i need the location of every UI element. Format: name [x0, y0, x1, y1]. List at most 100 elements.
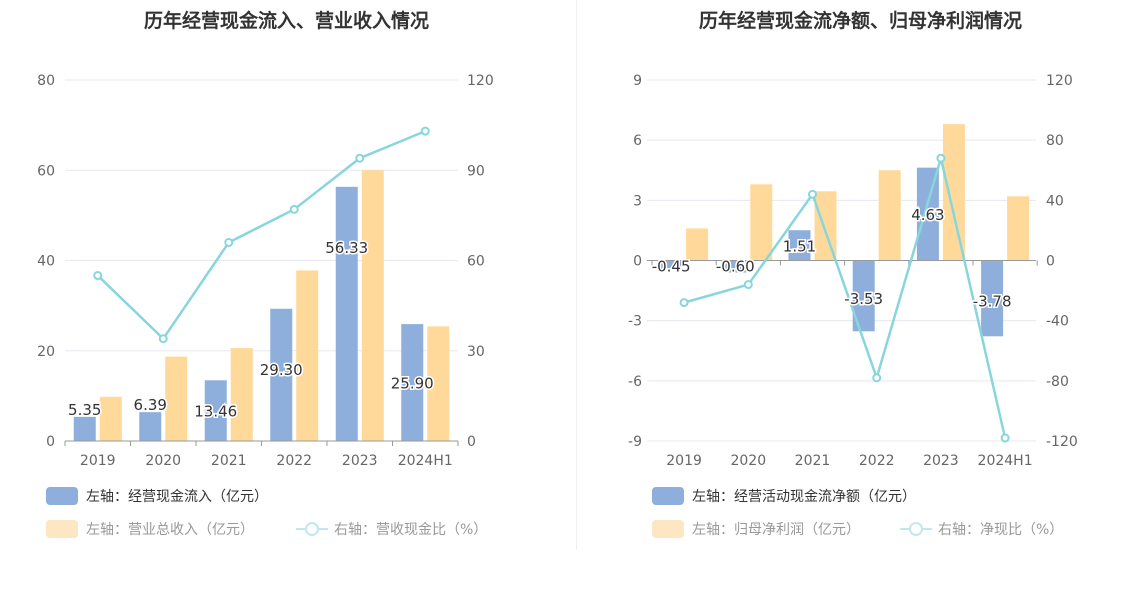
- bar-secondary: [878, 170, 901, 261]
- bar-primary: [139, 412, 162, 441]
- line-point: [808, 189, 817, 199]
- y-left-tick-label: -6: [628, 374, 642, 390]
- bar-primary: [660, 260, 683, 270]
- bar-secondary: [942, 124, 965, 261]
- line-point: [93, 271, 103, 281]
- legend-item-net-profit[interactable]: 左轴：归母净利润（亿元）: [652, 519, 860, 539]
- bar-secondary: [165, 356, 188, 441]
- bar-data-label: 1.51: [783, 237, 816, 255]
- bar-secondary: [686, 228, 709, 261]
- y-left-tick-label: 0: [633, 254, 642, 270]
- bar-secondary: [427, 326, 450, 441]
- x-tick-label: 2021: [211, 453, 247, 469]
- line-point: [679, 298, 689, 308]
- line-point: [872, 373, 882, 383]
- bar-data-label: 5.35: [68, 401, 101, 419]
- bar-primary: [401, 324, 424, 441]
- y-right-tick-label: 120: [467, 73, 494, 89]
- line-series: [96, 129, 426, 341]
- line-point: [289, 204, 299, 214]
- legend-swatch: [652, 487, 684, 505]
- bar-secondary: [99, 396, 122, 441]
- y-left-tick-label: 60: [37, 163, 55, 179]
- y-left-tick-label: 0: [46, 434, 55, 450]
- legend-label: 右轴：净现比（%）: [938, 522, 1064, 538]
- y-left-tick-label: 80: [37, 73, 55, 89]
- bar-primary: [724, 260, 747, 273]
- y-left-tick-label: -9: [628, 434, 642, 450]
- bar-primary: [270, 308, 293, 441]
- x-tick-label: 2019: [666, 453, 702, 469]
- y-right-tick-label: 0: [467, 434, 476, 450]
- legend-label: 左轴：归母净利润（亿元）: [692, 522, 860, 538]
- line-point: [158, 334, 168, 344]
- chart-panel-cash-inflow: 历年经营现金流入、营业收入情况 0 20 40 60 80 0 30 60 90 120 2019 2…: [0, 0, 573, 589]
- line-point: [420, 126, 430, 136]
- y-right-tick-label: 30: [467, 344, 485, 360]
- bar-data-label: 29.30: [260, 361, 303, 379]
- legend-label: 左轴：营业总收入（亿元）: [86, 522, 254, 538]
- legend-swatch: [46, 520, 78, 538]
- bar-data-label: -3.78: [973, 292, 1012, 310]
- chart-title: 历年经营现金流入、营业收入情况: [143, 10, 429, 32]
- x-tick-label: 2024H1: [978, 453, 1033, 469]
- chart-panel-net-cash: 历年经营现金流净额、归母净利润情况 -9 -6 -3 0 3 6 9 -120 -80 -40 0 4…: [574, 0, 1147, 589]
- y-right-tick-label: 40: [1046, 193, 1064, 209]
- line-point: [936, 153, 946, 163]
- bar-primary: [335, 186, 358, 441]
- y-right-tick-label: 60: [467, 254, 485, 270]
- bar-data-label: -0.60: [716, 258, 755, 276]
- bar-primary: [788, 230, 811, 261]
- legend-item-net-cash-ratio[interactable]: 右轴：净现比（%）: [900, 519, 1063, 539]
- x-tick-label: 2023: [342, 453, 378, 469]
- legend-label: 左轴：经营活动现金流净额（亿元）: [692, 489, 916, 505]
- x-tick-label: 2019: [80, 453, 116, 469]
- legend-item-cash-ratio[interactable]: 右轴：营收现金比（%）: [296, 519, 487, 539]
- chart-plot: -9 -6 -3 0 3 6 9 -120 -80 -40 0 40 80 120 2019 2020 2021…: [628, 73, 1078, 469]
- bar-secondary: [230, 348, 253, 441]
- legend-item-net-cash-flow[interactable]: 左轴：经营活动现金流净额（亿元）: [652, 486, 916, 506]
- y-right-tick-label: -80: [1046, 374, 1069, 390]
- legend-item-revenue[interactable]: 左轴：营业总收入（亿元）: [46, 519, 254, 539]
- x-tick-label: 2022: [859, 453, 895, 469]
- line-series: [683, 153, 1007, 439]
- bar-data-label: -0.45: [652, 258, 691, 276]
- bar-primary: [204, 380, 227, 441]
- line-point: [743, 280, 753, 290]
- y-right-tick-label: 0: [1046, 254, 1055, 270]
- chart-plot: 0 20 40 60 80 0 30 60 90 120 2019 2020 2021 2022 2023 2…: [37, 73, 494, 469]
- bar-data-label: -3.53: [844, 290, 883, 308]
- y-right-tick-label: 90: [467, 163, 485, 179]
- y-left-tick-label: 20: [37, 344, 55, 360]
- panel-divider: [576, 0, 577, 550]
- y-left-tick-label: 3: [633, 193, 642, 209]
- bar-data-label: 13.46: [194, 403, 237, 421]
- y-left-tick-label: 9: [633, 73, 642, 89]
- y-right-tick-label: 120: [1046, 73, 1073, 89]
- y-left-tick-label: 6: [633, 133, 642, 149]
- line-point: [224, 237, 234, 247]
- legend-swatch: [652, 520, 684, 538]
- bar-data-label: 4.63: [911, 206, 944, 224]
- bar-secondary: [814, 191, 837, 261]
- y-right-tick-label: 80: [1046, 133, 1064, 149]
- bar-primary: [852, 260, 875, 332]
- bar-primary: [73, 416, 96, 441]
- x-tick-label: 2024H1: [398, 453, 453, 469]
- line-point: [1000, 433, 1010, 443]
- legend-item-cash-inflow[interactable]: 左轴：经营现金流入（亿元）: [46, 486, 268, 506]
- x-tick-label: 2022: [276, 453, 312, 469]
- bar-secondary: [1007, 196, 1030, 261]
- x-tick-label: 2021: [795, 453, 831, 469]
- y-right-tick-label: -120: [1046, 434, 1078, 450]
- legend-label: 右轴：营收现金比（%）: [334, 522, 488, 538]
- legend-line-icon: [900, 522, 932, 536]
- bar-secondary: [296, 270, 319, 441]
- legend-label: 左轴：经营现金流入（亿元）: [86, 489, 268, 505]
- legend-line-icon: [296, 522, 328, 536]
- y-right-tick-label: -40: [1046, 314, 1069, 330]
- bar-primary: [916, 167, 939, 261]
- bar-secondary: [361, 170, 384, 441]
- y-left-tick-label: 40: [37, 254, 55, 270]
- legend-swatch: [46, 487, 78, 505]
